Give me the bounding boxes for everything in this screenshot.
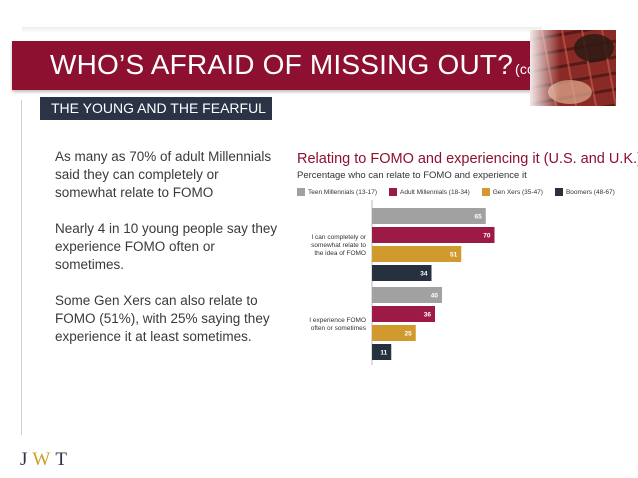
header-photo bbox=[530, 30, 616, 106]
bar-value-label: 36 bbox=[424, 312, 432, 319]
legend-label: Boomers (48-67) bbox=[565, 188, 615, 196]
left-guide-line bbox=[21, 100, 22, 435]
title-banner: WHO’S AFRAID OF MISSING OUT?(cont’d.) bbox=[12, 41, 567, 90]
legend-item: Gen Xers (35-47) bbox=[481, 188, 543, 196]
bar bbox=[372, 344, 392, 360]
logo-letter: W bbox=[32, 449, 56, 470]
bar-value-label: 11 bbox=[380, 350, 387, 357]
bar bbox=[372, 306, 435, 322]
bar-value-label: 51 bbox=[450, 252, 458, 259]
category-label: often or sometimes bbox=[311, 325, 367, 332]
legend-swatch bbox=[554, 188, 563, 196]
body-paragraph: Nearly 4 in 10 young people say they exp… bbox=[55, 221, 278, 272]
chart-title: Relating to FOMO and experiencing it (U.… bbox=[297, 151, 638, 167]
legend-item: Adult Millennials (18-34) bbox=[389, 188, 470, 196]
bar-value-label: 70 bbox=[483, 233, 491, 240]
bar bbox=[372, 325, 416, 341]
page-title-text: WHO’S AFRAID OF MISSING OUT? bbox=[50, 49, 513, 80]
legend-swatch bbox=[389, 188, 398, 196]
bar-value-label: 40 bbox=[431, 293, 439, 300]
legend-swatch bbox=[481, 188, 490, 196]
page-title: WHO’S AFRAID OF MISSING OUT?(cont’d.) bbox=[50, 49, 567, 81]
plaid-photo-image bbox=[530, 30, 616, 106]
bar bbox=[372, 246, 462, 262]
category-label: somewhat relate to bbox=[311, 242, 366, 249]
bar bbox=[372, 265, 432, 281]
logo-letter: T bbox=[55, 449, 72, 470]
legend-item: Boomers (48-67) bbox=[554, 188, 615, 196]
top-shadow-strip bbox=[22, 27, 542, 33]
section-label: THE YOUNG AND THE FEARFUL bbox=[40, 97, 272, 120]
legend-label: Adult Millennials (18-34) bbox=[400, 188, 470, 196]
category-label: the idea of FOMO bbox=[314, 250, 366, 257]
legend-label: Teen Millennials (13-17) bbox=[308, 188, 378, 196]
jwt-logo: JWT bbox=[20, 449, 72, 471]
bar-value-label: 34 bbox=[420, 271, 428, 278]
body-text: As many as 70% of adult Millennials said… bbox=[55, 148, 280, 364]
legend-swatch bbox=[297, 188, 305, 196]
bar bbox=[372, 287, 442, 303]
body-paragraph: Some Gen Xers can also relate to FOMO (5… bbox=[55, 293, 270, 344]
bar bbox=[372, 208, 486, 224]
bar-value-label: 65 bbox=[475, 214, 483, 221]
chart-subtitle: Percentage who can relate to FOMO and ex… bbox=[297, 170, 527, 181]
category-label: I can completely or bbox=[311, 234, 366, 241]
logo-letter: J bbox=[20, 449, 33, 470]
legend-item: Teen Millennials (13-17) bbox=[297, 188, 377, 196]
legend-label: Gen Xers (35-47) bbox=[492, 188, 543, 196]
chart-legend: Teen Millennials (13-17) Adult Millennia… bbox=[297, 186, 627, 198]
category-label: I experience FOMO bbox=[309, 317, 366, 324]
bar bbox=[372, 227, 495, 243]
body-paragraph: As many as 70% of adult Millennials said… bbox=[55, 149, 272, 200]
bar-value-label: 25 bbox=[405, 331, 413, 338]
